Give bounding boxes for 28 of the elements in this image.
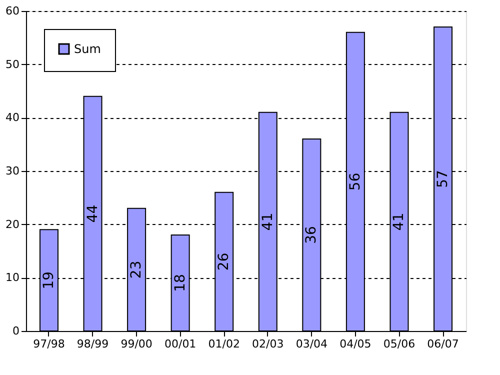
x-tick-label: 03/04 [296,338,328,350]
y-tick-label: 30 [6,164,20,178]
data-label: 56 [347,172,364,191]
x-tick-label: 98/99 [76,338,109,350]
data-label: 19 [40,271,57,290]
data-label: 18 [172,274,188,292]
x-tick-label: 01/02 [208,338,240,350]
y-tick-label: 10 [6,271,20,284]
x-tick-label: 99/00 [120,338,152,350]
data-label: 41 [391,212,408,231]
data-label: 57 [435,170,452,188]
x-tick-label: 04/05 [340,338,372,350]
y-tick-label: 50 [6,58,20,71]
y-tick-label: 0 [12,324,20,338]
x-tick-label: 05/06 [383,338,416,350]
data-label: 26 [216,252,232,271]
x-tick-label: 02/03 [252,338,284,350]
x-tick-label: 97/98 [33,338,65,350]
data-label: 23 [128,260,145,279]
legend-label: Sum [74,42,101,56]
x-tick-label: 06/07 [427,338,459,350]
y-tick-label: 20 [6,218,20,231]
y-tick-label: 40 [6,111,20,124]
data-label: 36 [304,226,320,244]
y-tick-label: 60 [6,4,20,18]
data-label: 41 [260,212,276,231]
x-tick-label: 00/01 [164,338,196,350]
data-label: 44 [84,204,101,223]
